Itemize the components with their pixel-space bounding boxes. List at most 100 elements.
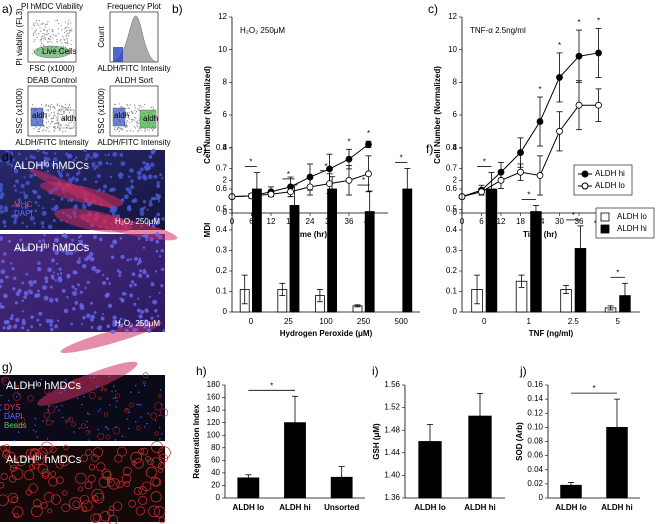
- nucleus: [82, 243, 87, 249]
- fiber: [37, 463, 49, 475]
- nucleus: [142, 234, 145, 237]
- image-title: ALDHˡᵒ hMDCs: [6, 380, 81, 392]
- event: [59, 125, 61, 127]
- legend-label: ALDH hi: [595, 169, 625, 178]
- fiber: [141, 481, 152, 492]
- event: [54, 107, 56, 109]
- event: [126, 121, 128, 123]
- event: [48, 126, 50, 128]
- nucleus: [119, 317, 123, 321]
- fiber: [108, 477, 120, 490]
- nucleus: [30, 315, 34, 319]
- panel-label: c): [428, 2, 438, 16]
- event: [132, 130, 134, 132]
- event: [50, 118, 52, 120]
- nucleus: [113, 385, 115, 387]
- nucleus: [0, 182, 4, 188]
- event: [126, 125, 128, 127]
- nucleus: [14, 189, 18, 192]
- nucleus: [77, 167, 82, 171]
- event: [131, 120, 133, 123]
- event: [33, 22, 35, 24]
- event: [56, 41, 58, 43]
- stain-label: DYS: [4, 403, 20, 412]
- nucleus: [139, 269, 143, 273]
- x-tick-label: 6: [479, 217, 484, 226]
- event: [44, 115, 46, 117]
- nucleus: [114, 439, 117, 441]
- nucleus: [51, 277, 55, 280]
- fiber: [20, 456, 27, 463]
- nucleus: [144, 426, 146, 428]
- event: [54, 108, 56, 110]
- nucleus: [155, 239, 160, 244]
- nucleus: [147, 174, 153, 180]
- event: [63, 38, 65, 40]
- nucleus: [89, 251, 94, 257]
- chart-title: TNF-α 2.5ng/ml: [470, 26, 526, 35]
- fiber: [47, 508, 53, 514]
- significance: *: [592, 384, 595, 393]
- event: [71, 28, 73, 30]
- nucleus: [29, 154, 34, 159]
- significance: *: [572, 211, 575, 220]
- nucleus: [153, 174, 158, 179]
- nucleus: [11, 313, 14, 317]
- event: [53, 111, 55, 113]
- nucleus: [25, 225, 29, 228]
- event: [52, 106, 54, 109]
- nucleus: [42, 420, 44, 422]
- fiber: [40, 501, 48, 509]
- event: [56, 119, 58, 121]
- nucleus: [49, 285, 53, 289]
- nucleus: [48, 319, 54, 324]
- nucleus: [56, 273, 60, 276]
- y-tick-label: 0.08: [527, 437, 543, 446]
- event: [54, 125, 56, 128]
- nucleus: [20, 247, 26, 253]
- nucleus: [107, 303, 113, 308]
- nucleus: [79, 303, 84, 308]
- fiber: [58, 454, 70, 467]
- significance: *: [400, 154, 403, 163]
- nucleus: [15, 179, 20, 184]
- nucleus: [83, 148, 87, 153]
- nucleus: [78, 387, 81, 389]
- event: [48, 105, 50, 107]
- nucleus: [137, 237, 141, 240]
- nucleus: [83, 177, 87, 181]
- event: [43, 38, 45, 40]
- nucleus: [34, 200, 38, 204]
- nucleus: [99, 237, 103, 242]
- nucleus: [106, 324, 111, 329]
- nucleus: [0, 209, 4, 214]
- fiber: [142, 380, 147, 385]
- nucleus: [46, 438, 49, 440]
- event: [47, 32, 49, 35]
- nucleus: [10, 262, 13, 265]
- nucleus: [137, 320, 143, 326]
- event: [55, 122, 57, 125]
- event: [31, 103, 34, 106]
- nucleus: [145, 274, 150, 278]
- nucleus: [153, 216, 158, 221]
- event: [153, 108, 155, 110]
- fiber: [11, 496, 18, 504]
- nucleus: [34, 209, 38, 213]
- event: [144, 103, 146, 106]
- event: [64, 130, 67, 133]
- event: [64, 103, 66, 106]
- nucleus: [49, 323, 53, 327]
- fiber: [145, 456, 152, 462]
- event: [68, 124, 70, 126]
- nucleus: [136, 328, 139, 331]
- event: [139, 106, 141, 109]
- nucleus: [50, 258, 55, 263]
- event: [54, 129, 56, 131]
- legend-label: ALDH hi: [617, 224, 647, 233]
- nucleus: [67, 199, 70, 202]
- fiber: [158, 453, 168, 464]
- fiber: [72, 378, 81, 387]
- nucleus: [154, 419, 157, 422]
